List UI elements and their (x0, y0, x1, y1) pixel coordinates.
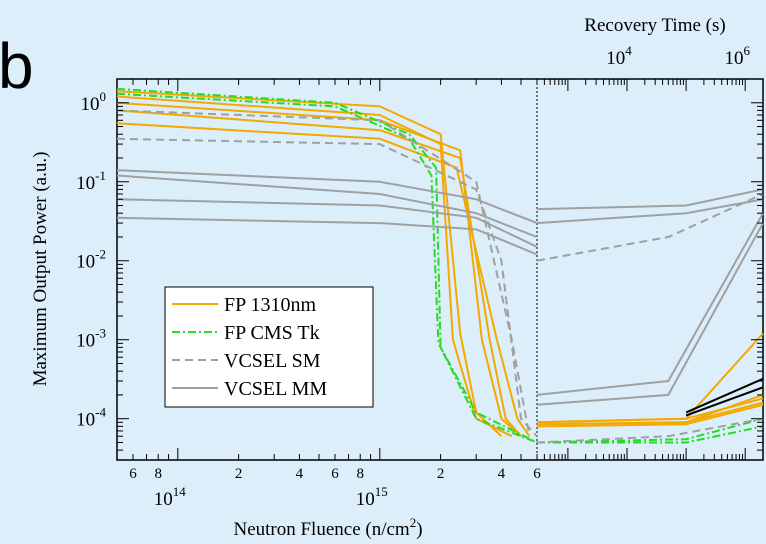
tick-exponent: 15 (375, 484, 388, 499)
tick-base: 10 (76, 252, 95, 273)
series-line-fp-cms-tk-8 (116, 87, 538, 444)
x-tick-label: 2 (437, 466, 445, 482)
x2-tick-label: 104 (606, 43, 632, 69)
tick-base: 10 (606, 48, 625, 69)
tick-exponent: 0 (100, 89, 107, 104)
x-tick-label: 2 (235, 466, 243, 482)
x-tick-label: 6 (129, 466, 137, 482)
tick-exponent: 6 (743, 43, 750, 58)
recovery-line-vcsel-mm-15 (536, 222, 764, 406)
recovery-line-vcsel-mm-13 (536, 198, 764, 225)
recovery-line-vcsel-mm-14 (536, 212, 764, 396)
legend-label-vcsel-mm: VCSEL MM (224, 378, 327, 400)
series-line-vcsel-sm-11 (116, 137, 538, 437)
panel-label: b (0, 30, 34, 102)
series-line-vcsel-mm-14 (116, 198, 538, 248)
x-tick-label: 8 (154, 466, 162, 482)
tick-exponent: -4 (95, 405, 106, 420)
recovery-line-fp-1310nm-3 (536, 397, 764, 424)
y-tick-label: 10-3 (76, 326, 106, 352)
recovery-line-vcsel-sm-11 (536, 193, 764, 262)
y-tick-label: 10-1 (76, 168, 106, 194)
tick-exponent: 4 (625, 43, 632, 58)
y-tick-label: 10-4 (76, 405, 106, 431)
series-line-fp-1310nm-3 (116, 101, 522, 437)
tick-exponent: -3 (95, 326, 106, 341)
legend-label-fp-cms-tk: FP CMS Tk (224, 322, 320, 344)
tick-base: 10 (356, 489, 375, 510)
x2-axis-label: Recovery Time (s) (584, 15, 725, 36)
x-major-tick-label: 1014 (154, 484, 187, 510)
y-tick-label: 10-2 (76, 247, 106, 273)
tick-base: 10 (76, 410, 95, 431)
x-tick-label: 8 (356, 466, 364, 482)
x-tick-label: 6 (331, 466, 339, 482)
recovery-line-vcsel-sm-10 (536, 417, 764, 444)
legend: FP 1310nm FP CMS Tk VCSEL SM VCSEL MM (164, 286, 374, 408)
x2-tick-label: 106 (724, 43, 750, 69)
recovery-line-fp-cms-tk-9 (537, 425, 764, 444)
x-axis-label-sup: 2 (410, 515, 417, 530)
y-axis-label: Maximum Output Power (a.u.) (30, 152, 51, 387)
ticks-layer (116, 78, 764, 461)
recovery-line-fp-1310nm-5 (536, 401, 764, 426)
tick-exponent: -2 (95, 247, 106, 262)
tick-base: 10 (81, 94, 100, 115)
x-tick-label: 4 (296, 466, 304, 482)
recovery-line-vcsel-mm-12 (536, 188, 764, 211)
series-layer (116, 87, 764, 444)
legend-entries: FP 1310nm FP CMS Tk VCSEL SM VCSEL MM (172, 294, 327, 400)
legend-label-vcsel-sm: VCSEL SM (224, 350, 321, 372)
tick-base: 10 (724, 48, 743, 69)
y-tick-label: 100 (81, 89, 107, 115)
recovery-line-fp-1310nm-4 (536, 403, 764, 428)
x-tick-label: 6 (533, 466, 541, 482)
tick-exponent: 14 (173, 484, 187, 499)
x-axis-label-main: Neutron Fluence (n/cm (233, 519, 409, 540)
series-line-vcsel-mm-15 (116, 216, 538, 256)
x-axis-label-tail: ) (416, 519, 422, 540)
recovery-line-fp-1310nm-7 (685, 386, 764, 417)
series-line-vcsel-mm-13 (116, 174, 538, 238)
legend-label-fp-1310nm: FP 1310nm (224, 294, 317, 316)
tick-base: 10 (154, 489, 173, 510)
x-axis-label: Neutron Fluence (n/cm2) (233, 515, 422, 540)
plot-area (116, 78, 764, 461)
x-major-tick-label: 1015 (356, 484, 388, 510)
series-line-vcsel-sm-10 (116, 109, 531, 437)
tick-base: 10 (76, 173, 95, 194)
recovery-line-fp-cms-tk-8 (536, 417, 764, 444)
tick-base: 10 (76, 331, 95, 352)
series-line-fp-1310nm-5 (116, 122, 531, 437)
tick-exponent: -1 (95, 168, 106, 183)
series-line-fp-cms-tk-9 (116, 92, 538, 444)
x-tick-label: 4 (498, 466, 506, 482)
series-line-vcsel-mm-12 (116, 169, 538, 225)
recovery-line-fp-1310nm-6 (685, 377, 764, 414)
